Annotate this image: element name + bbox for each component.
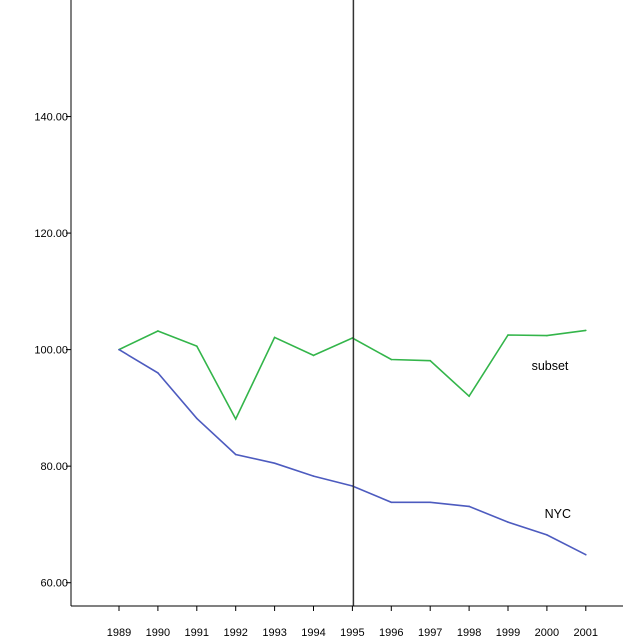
series-labels: subset NYC [532, 359, 571, 521]
data-point-nyc [273, 462, 276, 465]
x-tick-label: 1999 [496, 627, 520, 639]
x-tick-label: 1995 [340, 627, 364, 639]
y-tick-label: 60.00 [40, 578, 68, 590]
x-tick-label: 1990 [146, 627, 170, 639]
x-tick-label: 1997 [418, 627, 442, 639]
data-point-subset [312, 354, 315, 357]
x-tick-label: 1994 [301, 627, 325, 639]
series-group [118, 329, 587, 556]
x-tick-label: 1998 [457, 627, 481, 639]
x-tick-label: 1992 [223, 627, 247, 639]
series-label-nyc: NYC [545, 507, 571, 521]
data-point-nyc [312, 475, 315, 477]
data-point-subset [196, 345, 198, 347]
x-tick-label: 1991 [185, 627, 209, 639]
data-point-nyc [157, 372, 159, 374]
data-point-nyc [507, 521, 509, 523]
data-point-nyc [585, 553, 587, 556]
data-point-nyc [546, 534, 548, 536]
data-point-subset [390, 358, 393, 361]
x-tick-label: 1989 [107, 627, 131, 639]
data-point-nyc [196, 417, 198, 420]
data-point-nyc [234, 453, 237, 456]
x-tick-label: 1996 [379, 627, 403, 639]
y-tick-label: 100.00 [34, 345, 68, 357]
data-point-subset [507, 334, 509, 336]
y-tick-label: 120.00 [34, 228, 68, 240]
data-point-nyc [468, 505, 470, 508]
data-point-subset [585, 329, 587, 332]
data-point-nyc [118, 348, 120, 351]
data-point-subset [429, 359, 432, 362]
y-tick-label: 140.00 [34, 112, 68, 124]
x-tick-label: 1993 [262, 627, 286, 639]
x-tick-label: 2001 [574, 627, 598, 639]
data-point-subset [234, 418, 237, 420]
data-point-subset [546, 334, 548, 337]
data-point-nyc [390, 501, 393, 504]
data-point-subset [468, 395, 470, 398]
data-point-subset [273, 336, 276, 339]
x-tick-label: 2000 [535, 627, 559, 639]
y-axis: 60.00 80.00 100.00 120.00 140.00 [34, 112, 71, 590]
data-point-subset [157, 330, 159, 332]
y-tick-label: 80.00 [40, 461, 68, 473]
x-axis: 1989 1990 1991 1992 1993 1994 1995 1996 1997 1998… [107, 606, 598, 639]
data-point-nyc [429, 501, 432, 504]
series-label-subset: subset [532, 359, 569, 373]
